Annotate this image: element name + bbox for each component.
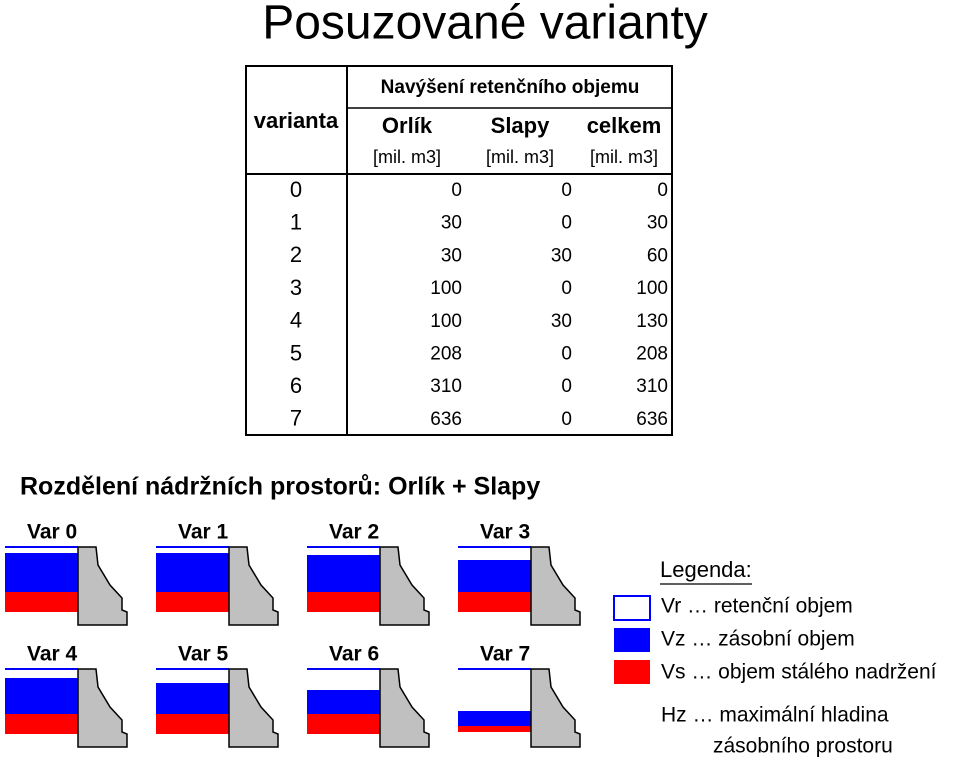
cell: 30: [551, 311, 572, 332]
cell: 0: [561, 213, 572, 234]
row-label: 6: [290, 373, 302, 398]
row-label-header: varianta: [254, 108, 339, 133]
row-label: 3: [290, 275, 302, 300]
dead-zone: [5, 592, 78, 612]
slide-title: Posuzované varianty: [262, 0, 708, 50]
cell: 310: [636, 376, 668, 397]
cell: 30: [441, 245, 462, 266]
storage-zone: [307, 690, 380, 714]
dam: [228, 546, 279, 626]
legend-note: Hz … maximální hladina: [661, 704, 889, 727]
legend-swatch: [614, 660, 650, 684]
legend-swatch: [613, 595, 651, 621]
variant-label: Var 0: [27, 521, 77, 544]
dead-zone: [458, 726, 531, 732]
legend-swatch: [614, 628, 650, 652]
unit-header: [mil. m3]: [373, 147, 441, 167]
unit-header: [mil. m3]: [590, 147, 658, 167]
cell: 0: [561, 409, 572, 430]
row-label: 1: [290, 210, 302, 235]
legend-title: Legenda:: [660, 557, 752, 582]
dead-zone: [156, 592, 229, 612]
storage-zone: [458, 560, 531, 592]
dam: [379, 668, 430, 748]
variant-label: Var 5: [178, 643, 229, 666]
storage-zone: [156, 683, 229, 714]
dam: [77, 668, 128, 748]
legend-item: Vz … zásobní objem: [661, 628, 855, 651]
dead-zone: [307, 714, 380, 734]
dam: [228, 668, 279, 748]
cell: 0: [561, 344, 572, 365]
storage-zone: [458, 711, 531, 726]
dead-zone: [458, 592, 531, 612]
table-border: [245, 65, 673, 436]
table: varianta Navýšení retenčního objemu: [245, 65, 673, 436]
row-label: 7: [290, 406, 302, 431]
cell: 0: [561, 180, 572, 201]
cell: 0: [561, 376, 572, 397]
unit-header: [mil. m3]: [486, 147, 554, 167]
variant-label: Var 3: [480, 521, 530, 544]
column-header: Orlík: [382, 113, 433, 138]
cell: 0: [451, 180, 462, 201]
storage-zone: [156, 553, 229, 592]
cell: 30: [647, 213, 668, 234]
storage-zone: [5, 678, 78, 714]
cell: 100: [636, 278, 668, 299]
cell: 310: [430, 376, 462, 397]
dam: [77, 546, 128, 626]
legend-item: Vr … retenční objem: [661, 595, 853, 618]
dead-zone: [5, 714, 78, 734]
cell: 636: [636, 409, 668, 430]
row-label: 2: [290, 242, 302, 267]
variant-label: Var 4: [27, 643, 78, 666]
group-header: Navýšení retenčního objemu: [381, 77, 640, 98]
diagram-title: Rozdělení nádržních prostorů: Orlík + Sl…: [20, 473, 540, 501]
cell: 208: [636, 344, 668, 365]
cell: 100: [430, 278, 462, 299]
cell: 30: [441, 213, 462, 234]
dead-zone: [307, 592, 380, 612]
legend-item: Vs … objem stálého nadržení: [661, 661, 937, 684]
dam: [530, 668, 581, 748]
dam: [530, 546, 581, 626]
cell: 0: [561, 278, 572, 299]
dam: [379, 546, 430, 626]
cell: 0: [657, 180, 668, 201]
cell: 30: [551, 245, 572, 266]
cell: 100: [430, 311, 462, 332]
cell: 130: [636, 311, 668, 332]
storage-zone: [307, 555, 380, 592]
variant-label: Var 2: [329, 521, 379, 544]
cell: 636: [430, 409, 462, 430]
variant-label: Var 7: [480, 643, 530, 666]
cell: 208: [430, 344, 462, 365]
storage-zone: [5, 553, 78, 592]
column-header: celkem: [587, 113, 662, 138]
legend: Legenda: Vr … retenční objem Vz … zásobn…: [613, 557, 937, 758]
row-label: 4: [290, 308, 302, 333]
variant-label: Var 1: [178, 521, 229, 544]
cell: 60: [647, 245, 668, 266]
dead-zone: [156, 714, 229, 734]
row-label: 0: [290, 177, 302, 202]
variant-label: Var 6: [329, 643, 379, 666]
column-header: Slapy: [491, 113, 550, 138]
variant-diagrams: Var 0 Var 1 Var 2 Var 3 Var 4 Var 5 Var 6 Var 7: [5, 521, 581, 748]
row-label: 5: [290, 340, 302, 365]
legend-note: zásobního prostoru: [713, 735, 893, 758]
